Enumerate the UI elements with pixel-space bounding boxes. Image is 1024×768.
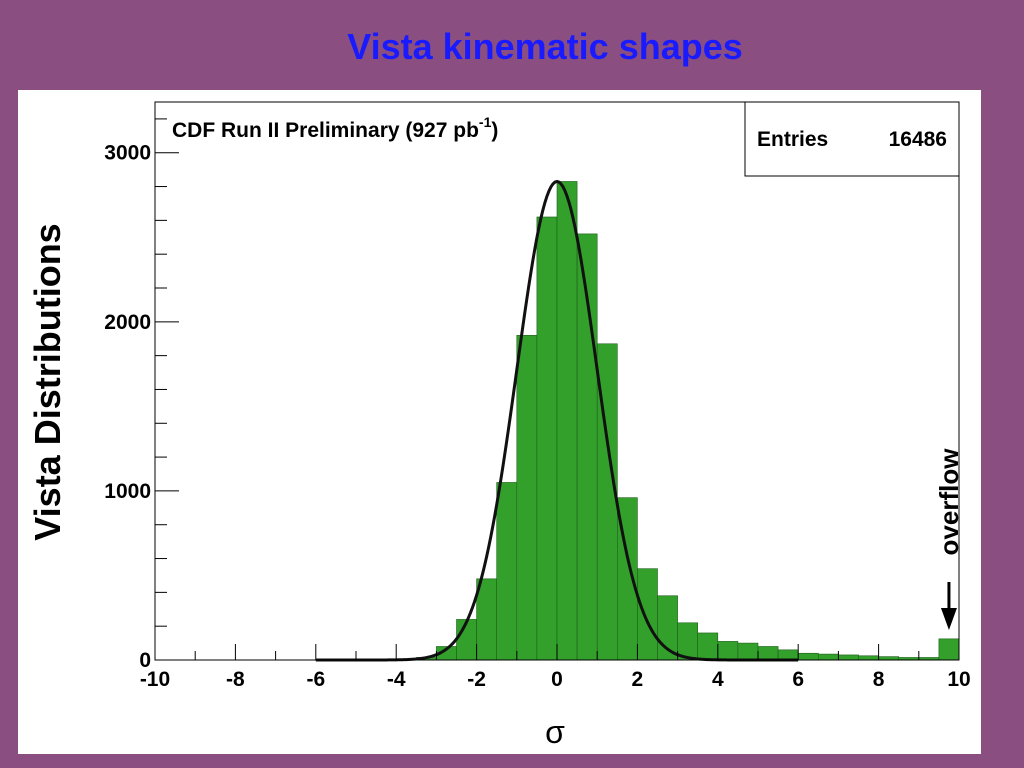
x-tick-label: 6 bbox=[792, 668, 804, 691]
histogram-bar bbox=[737, 642, 759, 661]
x-tick-label: -8 bbox=[226, 668, 245, 691]
histogram-bar bbox=[637, 568, 658, 661]
overflow-arrow-head bbox=[940, 608, 957, 630]
histogram-chart: -10 -8 -6 -4 -2 0 2 4 6 8 10 0 1000 2000 3000 CDF Run … bbox=[27, 101, 971, 750]
stats-entries-value: 16486 bbox=[889, 128, 947, 151]
histogram-bar bbox=[536, 216, 558, 661]
y-tick-label: 3000 bbox=[104, 142, 151, 165]
histogram-bar bbox=[838, 654, 859, 661]
chart-title: CDF Run II Preliminary (927 pb-1) bbox=[172, 114, 498, 142]
x-tick-label: 10 bbox=[947, 668, 970, 691]
x-tick-label: -10 bbox=[140, 668, 170, 691]
x-tick-label: -6 bbox=[306, 668, 325, 691]
x-tick-label: -2 bbox=[467, 668, 486, 691]
overflow-label: overflow bbox=[934, 448, 964, 556]
histogram-bar bbox=[797, 652, 819, 661]
histogram-bar bbox=[717, 641, 739, 661]
histogram-bar bbox=[878, 656, 899, 661]
axes bbox=[154, 118, 960, 661]
x-axis-label: σ bbox=[545, 714, 565, 750]
chart-title-superscript: -1 bbox=[479, 114, 492, 130]
histogram-bar bbox=[697, 632, 719, 661]
histogram-bar bbox=[556, 181, 578, 661]
histogram-bars bbox=[395, 181, 960, 661]
histogram-bar bbox=[516, 335, 538, 661]
histogram-bar bbox=[456, 619, 477, 661]
x-tick-label: 2 bbox=[632, 668, 644, 691]
histogram-bar bbox=[476, 578, 498, 661]
y-axis-label: Vista Distributions bbox=[27, 223, 68, 540]
histogram-bar bbox=[757, 646, 779, 661]
stats-box: Entries 16486 bbox=[744, 101, 960, 177]
x-tick-label: 4 bbox=[712, 668, 724, 691]
x-tick-label: 8 bbox=[873, 668, 885, 691]
chart-title-close: ) bbox=[491, 119, 498, 142]
overflow-annotation: overflow bbox=[934, 448, 964, 630]
stats-entries-label: Entries bbox=[757, 128, 828, 151]
histogram-bar bbox=[858, 655, 879, 661]
tick-labels: -10 -8 -6 -4 -2 0 2 4 6 8 10 0 1000 2000 3000 bbox=[104, 142, 970, 691]
y-tick-label: 1000 bbox=[104, 480, 151, 503]
slide-title: Vista kinematic shapes bbox=[347, 26, 743, 67]
histogram-bar bbox=[817, 653, 839, 661]
x-tick-label: -4 bbox=[387, 668, 406, 691]
y-tick-label: 2000 bbox=[104, 311, 151, 334]
histogram-bar bbox=[777, 649, 799, 661]
plot-panel: -10 -8 -6 -4 -2 0 2 4 6 8 10 0 1000 2000 3000 CDF Run … bbox=[18, 90, 981, 754]
y-tick-label: 0 bbox=[139, 649, 151, 672]
chart-title-main: CDF Run II Preliminary (927 pb bbox=[172, 119, 479, 142]
x-tick-label: 0 bbox=[551, 668, 563, 691]
histogram-bar bbox=[496, 482, 518, 661]
histogram-bar bbox=[938, 638, 960, 661]
